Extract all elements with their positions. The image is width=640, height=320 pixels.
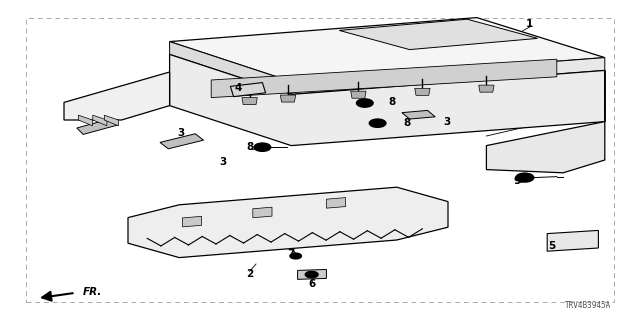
Text: TRV4B3945A: TRV4B3945A xyxy=(565,301,611,310)
Text: 5: 5 xyxy=(548,241,556,251)
Circle shape xyxy=(305,271,318,278)
Text: 8: 8 xyxy=(246,142,253,152)
Polygon shape xyxy=(291,58,605,94)
Text: 3: 3 xyxy=(219,157,227,167)
Text: 3: 3 xyxy=(443,116,451,127)
Polygon shape xyxy=(351,91,366,98)
Text: 1: 1 xyxy=(526,19,534,29)
Circle shape xyxy=(369,119,386,127)
Polygon shape xyxy=(242,98,257,105)
Polygon shape xyxy=(170,54,605,146)
Polygon shape xyxy=(64,72,170,120)
Text: 3: 3 xyxy=(177,128,184,139)
Polygon shape xyxy=(211,59,557,98)
Polygon shape xyxy=(253,207,272,218)
Text: 9: 9 xyxy=(513,176,521,187)
Circle shape xyxy=(356,99,373,107)
Circle shape xyxy=(254,143,271,151)
Text: 2: 2 xyxy=(246,269,253,279)
Polygon shape xyxy=(170,42,291,94)
Polygon shape xyxy=(170,18,605,82)
Polygon shape xyxy=(79,115,92,126)
Polygon shape xyxy=(402,110,435,119)
Polygon shape xyxy=(160,134,204,149)
Polygon shape xyxy=(128,187,448,258)
Polygon shape xyxy=(415,88,430,95)
Text: 6: 6 xyxy=(308,279,316,289)
Polygon shape xyxy=(547,230,598,251)
Polygon shape xyxy=(298,269,326,279)
Polygon shape xyxy=(104,115,118,126)
Polygon shape xyxy=(339,19,538,50)
Polygon shape xyxy=(280,95,296,102)
Text: 8: 8 xyxy=(403,117,411,128)
Polygon shape xyxy=(486,70,605,173)
Text: 4: 4 xyxy=(234,83,242,93)
Text: 7: 7 xyxy=(287,249,295,260)
Circle shape xyxy=(516,173,534,182)
Polygon shape xyxy=(93,115,107,126)
Text: FR.: FR. xyxy=(83,287,102,297)
Polygon shape xyxy=(479,85,494,92)
Text: 8: 8 xyxy=(388,97,396,107)
Circle shape xyxy=(290,253,301,259)
Polygon shape xyxy=(326,198,346,208)
Polygon shape xyxy=(230,83,266,97)
Polygon shape xyxy=(77,118,118,134)
Polygon shape xyxy=(182,216,202,227)
